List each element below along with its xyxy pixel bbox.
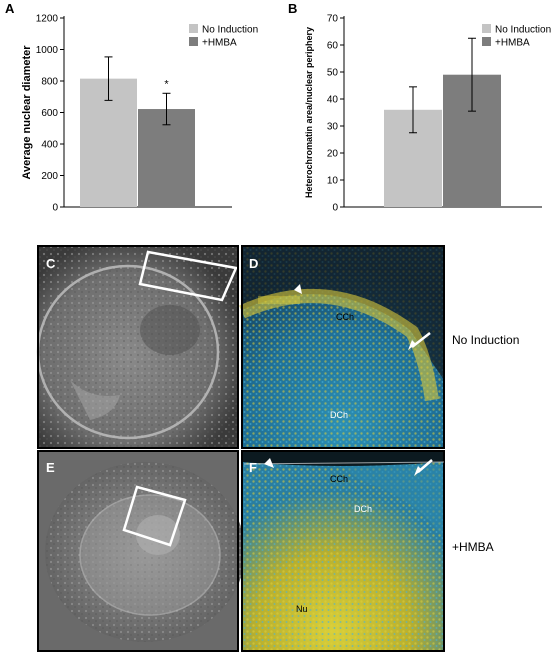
y-tick-label: 70: [327, 14, 339, 25]
panel-letter-c: C: [46, 256, 56, 271]
legend-entry: No Induction: [495, 25, 551, 36]
micrograph-c: [36, 245, 239, 449]
panel-letter-e: E: [46, 460, 55, 475]
y-tick-label: 50: [327, 68, 339, 79]
legend-swatch: [189, 37, 198, 46]
label-cch-d: CCh: [336, 312, 355, 322]
micrograph-f: [241, 450, 445, 652]
micrograph-e: [37, 450, 245, 652]
y-tick-label: 200: [41, 171, 58, 182]
legend-swatch: [482, 37, 491, 46]
legend-swatch: [189, 24, 198, 33]
zoom-box-e: [122, 485, 187, 547]
panel-letter-a: A: [5, 1, 15, 16]
y-tick-label: 20: [327, 149, 339, 160]
legend-entry: +HMBA: [202, 38, 237, 49]
legend-entry: +HMBA: [495, 38, 530, 49]
label-cch-f: CCh: [330, 474, 349, 484]
chart-b: 0 10 20 30 40 50 60 70 Heterochromatin area/nucl…: [304, 14, 551, 214]
y-tick-label: 1000: [36, 45, 59, 56]
chart-a: 0 200 400 600 800 1000 1200 Average nuclear dia…: [21, 14, 258, 214]
y-tick-label: 400: [41, 140, 58, 151]
y-axis-label: Average nuclear diameter: [21, 45, 33, 180]
legend-entry: No Induction: [202, 25, 258, 36]
legend-swatch: [482, 24, 491, 33]
y-tick-label: 800: [41, 77, 58, 88]
y-tick-label: 600: [41, 108, 58, 119]
label-nu-f: Nu: [296, 604, 308, 614]
bar: [138, 109, 195, 207]
significance-mark: *: [164, 78, 169, 90]
label-dch-f: DCh: [354, 504, 373, 514]
y-tick-label: 60: [327, 41, 339, 52]
y-tick-label: 1200: [36, 14, 59, 25]
y-tick-label: 0: [332, 203, 338, 214]
y-tick-label: 40: [327, 95, 339, 106]
arrowhead-f: [264, 458, 274, 468]
panel-letter-d: D: [249, 256, 259, 271]
panel-letter-f: F: [249, 460, 257, 475]
y-tick-label: 30: [327, 122, 339, 133]
y-tick-label: 0: [52, 203, 58, 214]
micrograph-d: [239, 245, 445, 449]
row-label-no-induction: No Induction: [452, 333, 520, 347]
label-dch-d: DCh: [330, 410, 349, 420]
row-label-hmba: +HMBA: [452, 540, 494, 554]
y-axis-label: Heterochromatin area/nuclear periphery: [304, 27, 314, 198]
panel-letter-b: B: [288, 1, 298, 16]
y-tick-label: 10: [327, 176, 339, 187]
arrowhead-d: [294, 284, 302, 294]
zoom-box-c: [138, 250, 238, 302]
